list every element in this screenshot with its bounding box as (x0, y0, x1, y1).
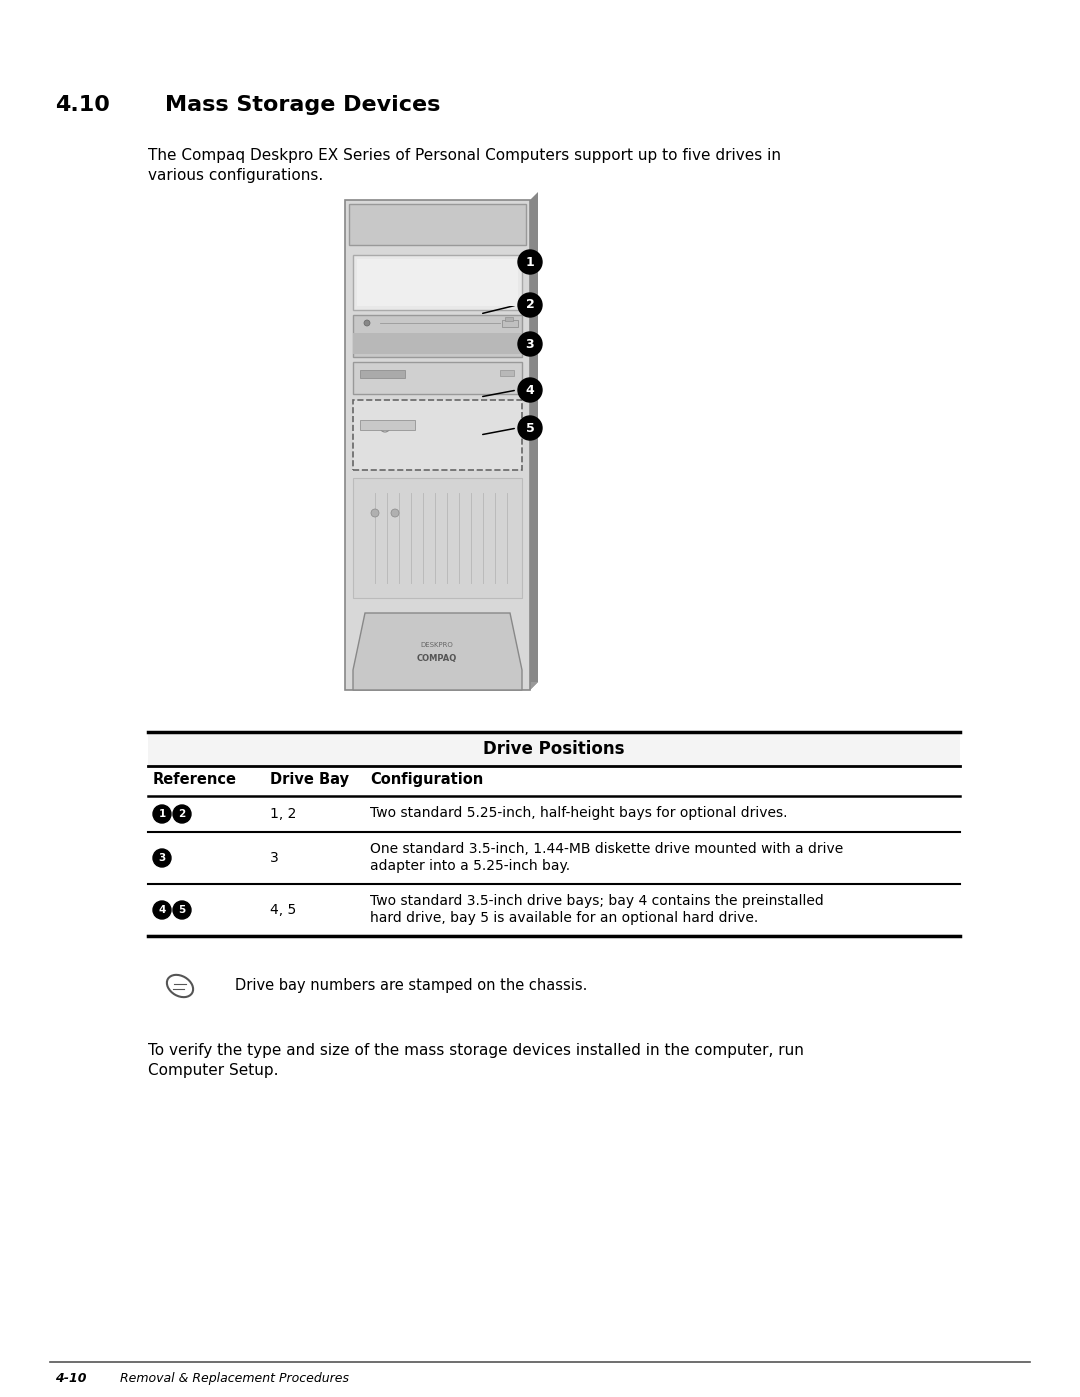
Text: Removal & Replacement Procedures: Removal & Replacement Procedures (120, 1372, 349, 1384)
Text: adapter into a 5.25-inch bay.: adapter into a 5.25-inch bay. (370, 859, 570, 873)
Bar (502, 320, 518, 327)
Text: 2: 2 (526, 299, 535, 312)
Text: 3: 3 (270, 851, 279, 865)
Bar (353, 256, 522, 310)
Text: 4: 4 (159, 905, 165, 915)
Bar (148, 732, 960, 766)
Text: 1, 2: 1, 2 (270, 807, 296, 821)
Text: Two standard 3.5-inch drive bays; bay 4 contains the preinstalled: Two standard 3.5-inch drive bays; bay 4 … (370, 894, 824, 908)
Circle shape (518, 293, 542, 317)
Text: Two standard 5.25-inch, half-height bays for optional drives.: Two standard 5.25-inch, half-height bays… (370, 806, 787, 820)
Text: Reference: Reference (153, 773, 237, 787)
Bar (353, 478, 522, 598)
Circle shape (153, 901, 171, 919)
Text: 5: 5 (526, 422, 535, 434)
Circle shape (518, 332, 542, 356)
Text: various configurations.: various configurations. (148, 168, 323, 183)
Text: 4: 4 (526, 384, 535, 397)
Bar (357, 258, 518, 306)
Circle shape (518, 416, 542, 440)
Text: 4, 5: 4, 5 (270, 902, 296, 916)
Bar (353, 332, 522, 353)
Text: The Compaq Deskpro EX Series of Personal Computers support up to five drives in: The Compaq Deskpro EX Series of Personal… (148, 148, 781, 163)
Bar (360, 370, 405, 379)
Text: 1: 1 (159, 809, 165, 819)
Bar (349, 204, 526, 244)
Text: Computer Setup.: Computer Setup. (148, 1063, 279, 1078)
Text: DESKPRO: DESKPRO (420, 643, 454, 648)
Text: 3: 3 (159, 854, 165, 863)
Circle shape (518, 250, 542, 274)
Circle shape (153, 805, 171, 823)
Text: To verify the type and size of the mass storage devices installed in the compute: To verify the type and size of the mass … (148, 1044, 804, 1058)
Bar (505, 317, 513, 321)
Circle shape (518, 379, 542, 402)
Bar (500, 370, 514, 376)
Circle shape (173, 805, 191, 823)
Bar (353, 400, 522, 469)
Text: Drive Positions: Drive Positions (483, 740, 624, 759)
Text: 2: 2 (178, 809, 186, 819)
Text: 3: 3 (526, 338, 535, 351)
Bar (360, 420, 415, 430)
Circle shape (372, 509, 379, 517)
Text: 4-10: 4-10 (55, 1372, 86, 1384)
Text: 4.10: 4.10 (55, 95, 110, 115)
Bar (353, 314, 522, 358)
Text: Drive bay numbers are stamped on the chassis.: Drive bay numbers are stamped on the cha… (235, 978, 588, 993)
Text: 5: 5 (178, 905, 186, 915)
Text: Drive Bay: Drive Bay (270, 773, 349, 787)
Polygon shape (353, 613, 522, 690)
Bar (353, 362, 522, 394)
Circle shape (173, 901, 191, 919)
Circle shape (153, 849, 171, 868)
Text: 1: 1 (526, 256, 535, 268)
Text: One standard 3.5-inch, 1.44-MB diskette drive mounted with a drive: One standard 3.5-inch, 1.44-MB diskette … (370, 842, 843, 856)
Circle shape (391, 509, 399, 517)
Text: Mass Storage Devices: Mass Storage Devices (165, 95, 441, 115)
Text: Configuration: Configuration (370, 773, 483, 787)
Circle shape (364, 320, 370, 326)
Text: COMPAQ: COMPAQ (417, 654, 457, 662)
Polygon shape (345, 682, 538, 690)
Polygon shape (530, 191, 538, 690)
Bar (345, 200, 530, 690)
Text: hard drive, bay 5 is available for an optional hard drive.: hard drive, bay 5 is available for an op… (370, 911, 758, 925)
